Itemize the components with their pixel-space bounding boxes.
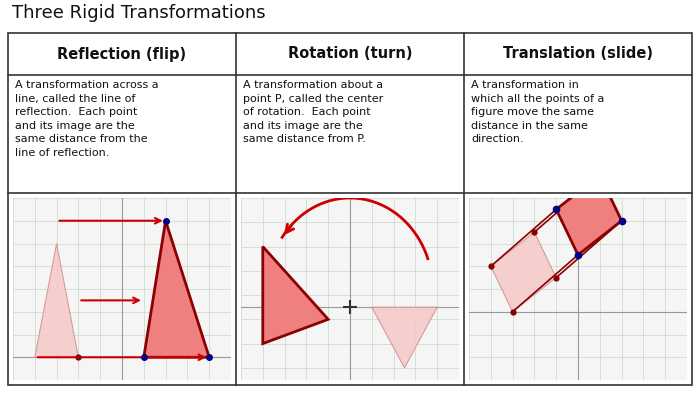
Text: Translation (slide): Translation (slide) xyxy=(503,46,653,61)
Text: A transformation in
which all the points of a
figure move the same
distance in t: A transformation in which all the points… xyxy=(471,80,604,144)
Text: Reflection (flip): Reflection (flip) xyxy=(57,46,187,61)
Polygon shape xyxy=(144,221,209,357)
Bar xyxy=(8,33,692,385)
Text: A transformation across a
line, called the line of
reflection.  Each point
and i: A transformation across a line, called t… xyxy=(15,80,159,158)
Text: A transformation about a
point P, called the center
of rotation.  Each point
and: A transformation about a point P, called… xyxy=(243,80,384,144)
Text: Three Rigid Transformations: Three Rigid Transformations xyxy=(12,4,265,22)
Polygon shape xyxy=(262,246,328,343)
Polygon shape xyxy=(372,307,438,368)
Polygon shape xyxy=(491,232,556,312)
Polygon shape xyxy=(35,244,78,357)
Text: Rotation (turn): Rotation (turn) xyxy=(288,46,412,61)
Polygon shape xyxy=(556,175,622,255)
